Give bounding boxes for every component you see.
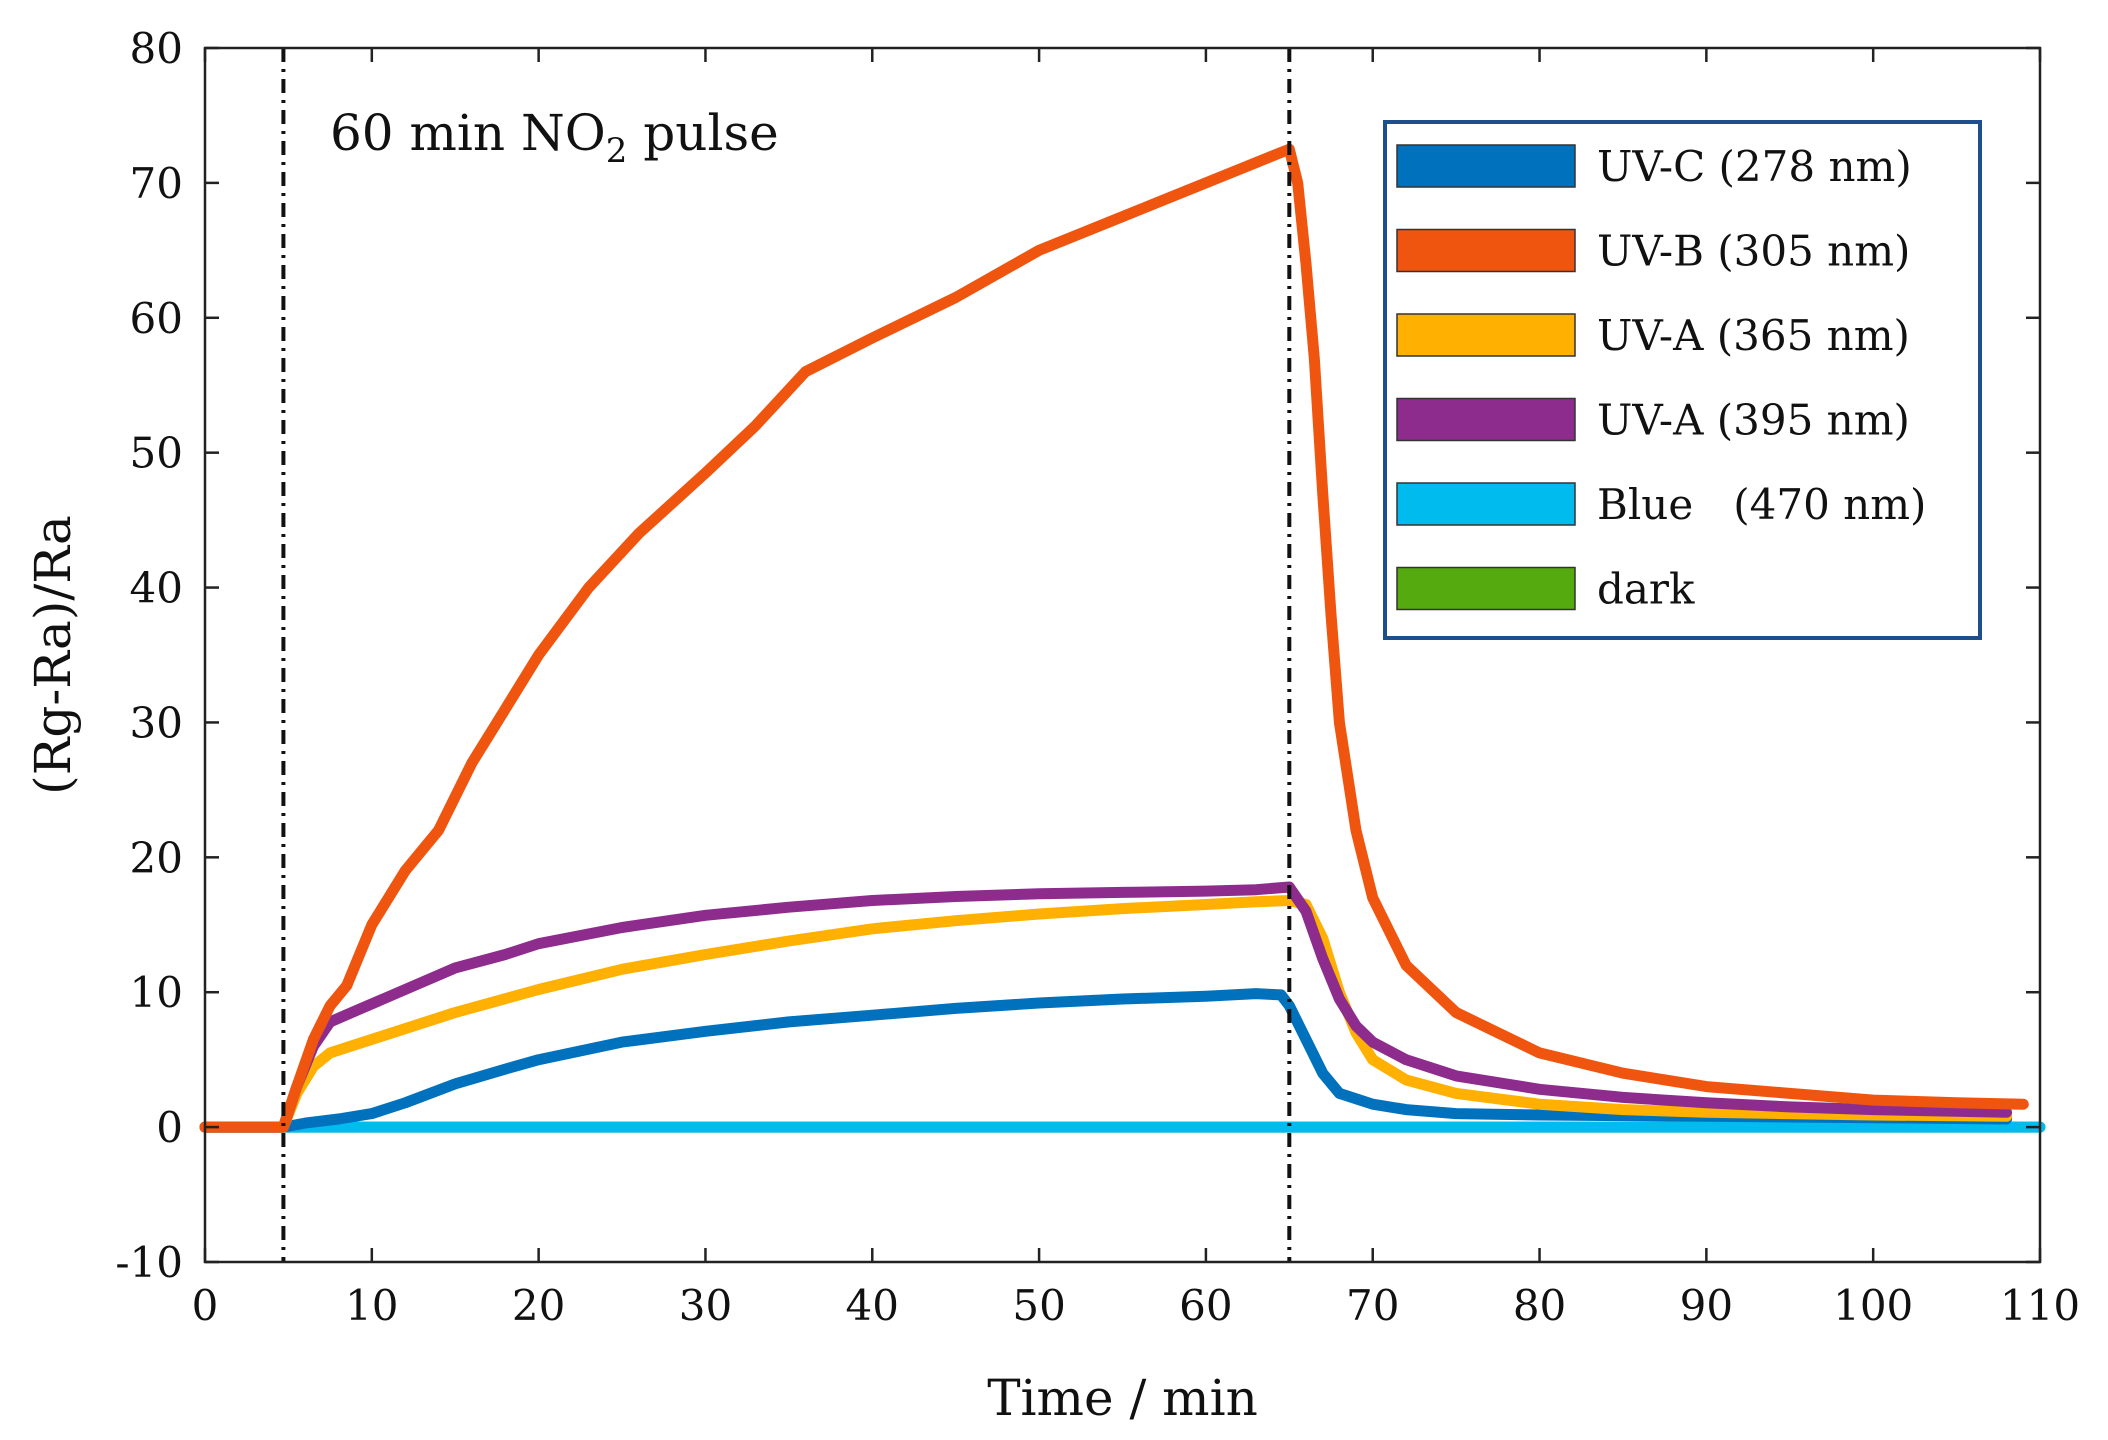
y-tick-label: 40 [130,564,183,613]
x-tick-label: 10 [345,1281,398,1330]
x-tick-label: 40 [846,1281,899,1330]
y-tick-label: -10 [115,1238,183,1287]
y-tick-label: 80 [130,24,183,73]
y-tick-label: 20 [130,833,183,882]
y-tick-label: 50 [130,429,183,478]
x-tick-label: 80 [1513,1281,1566,1330]
legend-label: dark [1597,565,1695,614]
x-axis-label: Time / min [987,1369,1258,1427]
x-tick-label: 100 [1833,1281,1913,1330]
legend: UV-C (278 nm) UV-B (305 nm) UV-A (365 nm) U… [1383,120,1982,640]
series-line-1 [199,143,2029,1133]
y-tick-label: 10 [130,968,183,1017]
x-tick-label: 90 [1680,1281,1733,1330]
pulse-annotation: 60 min NO2 pulse [330,104,779,171]
legend-label: UV-A (395 nm) [1597,396,1910,445]
y-axis-label: (Rg-Ra)/Ra [24,515,82,795]
y-tick-label: 0 [156,1103,183,1152]
legend-swatch [1396,313,1576,357]
legend-swatch [1396,566,1576,611]
legend-label: Blue (470 nm) [1597,480,1926,529]
y-tick-label: 70 [130,159,183,208]
legend-swatch [1396,482,1576,526]
legend-label: UV-B (305 nm) [1597,227,1910,276]
x-tick-label: 50 [1012,1281,1065,1330]
x-tick-label: 0 [192,1281,219,1330]
x-tick-label: 20 [512,1281,565,1330]
x-tick-label: 30 [679,1281,732,1330]
plot-area [199,48,2046,1262]
legend-swatch [1396,228,1576,273]
y-tick-label: 30 [130,698,183,747]
plot-frame [203,46,2042,1264]
legend-swatch [1396,397,1576,442]
series-line-0 [199,988,2013,1133]
annotation-subscript: 2 [606,131,628,171]
x-tick-label: 60 [1179,1281,1232,1330]
y-tick-label: 60 [130,294,183,343]
axis-ticks: 0 10 20 30 40 50 60 70 80 90 100 110-10010203040506… [115,24,2080,1330]
x-tick-label: 70 [1346,1281,1399,1330]
legend-box [1383,120,1982,640]
legend-swatch [1396,144,1576,188]
series-line-2 [199,895,2013,1133]
x-tick-label: 110 [2000,1281,2080,1330]
legend-label: UV-A (365 nm) [1597,311,1910,360]
annotation-tail: pulse [627,104,778,162]
annotation-main: 60 min NO [330,104,606,162]
series-line-3 [199,881,2013,1133]
legend-label: UV-C (278 nm) [1597,142,1912,191]
